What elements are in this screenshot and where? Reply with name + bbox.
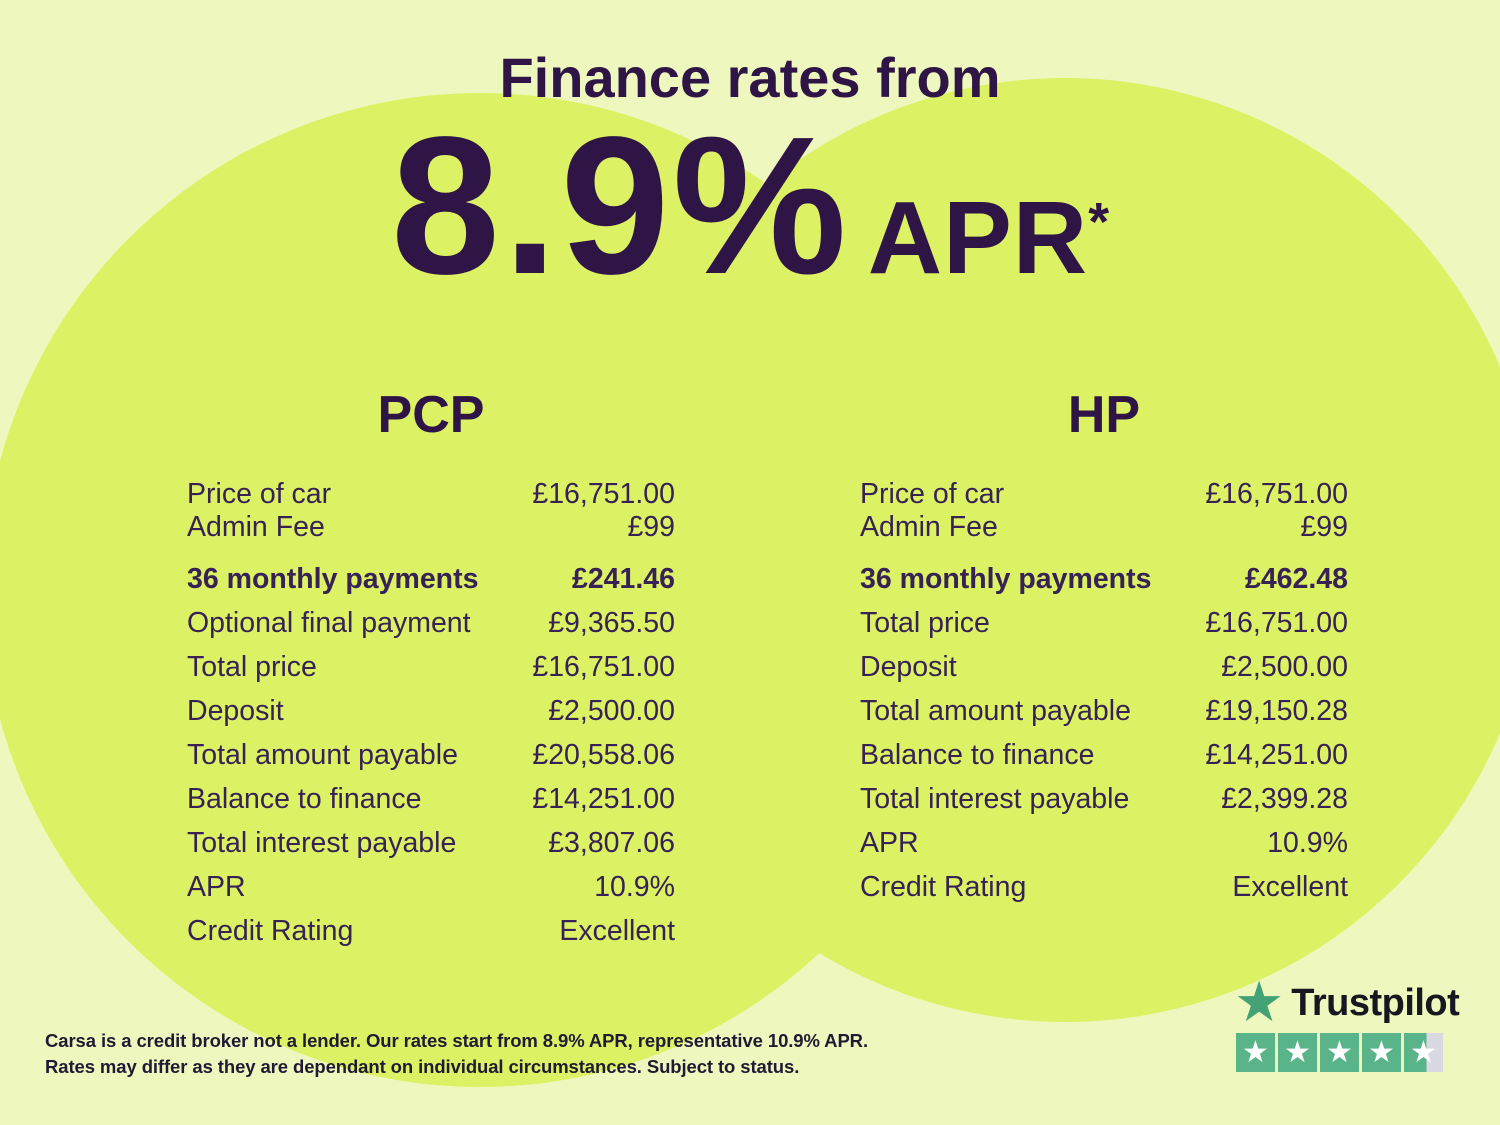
row-label: 36 monthly payments <box>860 562 1152 595</box>
row-value: £99 <box>1300 511 1348 543</box>
trustpilot-star-box: ★ <box>1236 1033 1275 1072</box>
row-value: £2,399.28 <box>1221 782 1348 815</box>
row-label: Balance to finance <box>187 782 422 815</box>
row-value: £3,807.06 <box>548 826 675 859</box>
row-label: Total amount payable <box>187 738 458 771</box>
finance-row: Deposit £2,500.00 <box>860 645 1348 689</box>
row-value: 10.9% <box>1267 826 1348 859</box>
finance-row: Credit Rating Excellent <box>860 865 1348 909</box>
background-circle-right <box>593 78 1500 1022</box>
row-label: Optional final payment <box>187 606 471 639</box>
finance-row: Price of car £16,751.00 <box>860 478 1348 511</box>
hp-finance-table: HP Price of car £16,751.00 Admin Fee £99 36 … <box>860 386 1348 909</box>
trustpilot-star-icon: ★ <box>1234 970 1285 1035</box>
finance-row: Total price £16,751.00 <box>187 645 675 689</box>
row-value: £2,500.00 <box>1221 650 1348 683</box>
row-label: Credit Rating <box>860 870 1027 903</box>
row-label: Total interest payable <box>860 782 1130 815</box>
finance-row: Total interest payable £3,807.06 <box>187 821 675 865</box>
pcp-column-title: PCP <box>377 386 485 444</box>
row-label: 36 monthly payments <box>187 562 479 595</box>
row-value: £16,751.00 <box>532 478 675 510</box>
finance-row: Admin Fee £99 <box>860 511 1348 544</box>
star-icon: ★ <box>1326 1034 1353 1070</box>
row-value: £14,251.00 <box>1205 738 1348 771</box>
row-label: Deposit <box>860 650 957 683</box>
star-icon: ★ <box>1368 1034 1395 1070</box>
trustpilot-star-box: ★ <box>1278 1033 1317 1072</box>
finance-row: 36 monthly payments £241.46 <box>187 557 675 601</box>
row-label: Deposit <box>187 694 284 727</box>
row-value: £9,365.50 <box>548 606 675 639</box>
row-value: £241.46 <box>571 562 675 595</box>
row-value: £19,150.28 <box>1205 694 1348 727</box>
row-label: Price of car <box>860 478 1005 510</box>
row-value: Excellent <box>1232 870 1348 903</box>
finance-row: APR 10.9% <box>860 821 1348 865</box>
row-value: £16,751.00 <box>1205 606 1348 639</box>
row-label: APR <box>187 870 246 903</box>
finance-row: Deposit £2,500.00 <box>187 689 675 733</box>
row-value: £2,500.00 <box>548 694 675 727</box>
hp-rows: Price of car £16,751.00 Admin Fee £99 36 mon… <box>860 478 1348 909</box>
row-label: Credit Rating <box>187 914 354 947</box>
rate-value: 8.9% <box>390 96 850 315</box>
finance-row: Total amount payable £20,558.06 <box>187 733 675 777</box>
row-label: Admin Fee <box>860 511 998 543</box>
row-value: £14,251.00 <box>532 782 675 815</box>
page-title: Finance rates from <box>499 46 1001 109</box>
star-icon: ★ <box>1242 1034 1269 1070</box>
disclaimer-line-2: Rates may differ as they are dependant o… <box>45 1056 800 1077</box>
row-value: Excellent <box>559 914 675 947</box>
pcp-rows: Price of car £16,751.00 Admin Fee £99 36 mon… <box>187 478 675 953</box>
row-label: Admin Fee <box>187 511 325 543</box>
finance-row: Balance to finance £14,251.00 <box>860 733 1348 777</box>
row-label: Balance to finance <box>860 738 1095 771</box>
footnote-asterisk: * <box>1088 192 1110 252</box>
trustpilot-star-box: ★ <box>1404 1033 1443 1072</box>
row-value: £99 <box>627 511 675 543</box>
row-label: Total price <box>860 606 990 639</box>
finance-row: APR 10.9% <box>187 865 675 909</box>
finance-row: Balance to finance £14,251.00 <box>187 777 675 821</box>
row-value: £462.48 <box>1244 562 1348 595</box>
finance-row: Total price £16,751.00 <box>860 601 1348 645</box>
row-label: Total interest payable <box>187 826 457 859</box>
row-label: Total amount payable <box>860 694 1131 727</box>
row-value: £16,751.00 <box>532 650 675 683</box>
row-value: 10.9% <box>594 870 675 903</box>
headline-rate: 8.9% APR* <box>0 108 1500 304</box>
rate-unit-text: APR <box>867 180 1089 295</box>
finance-row: Optional final payment £9,365.50 <box>187 601 675 645</box>
row-label: APR <box>860 826 919 859</box>
finance-row: Price of car £16,751.00 <box>187 478 675 511</box>
finance-row: Total amount payable £19,150.28 <box>860 689 1348 733</box>
star-icon: ★ <box>1410 1034 1437 1070</box>
finance-row: Admin Fee £99 <box>187 511 675 544</box>
star-icon: ★ <box>1284 1034 1311 1070</box>
disclaimer-line-1: Carsa is a credit broker not a lender. O… <box>45 1030 868 1051</box>
row-label: Price of car <box>187 478 332 510</box>
trustpilot-star-box: ★ <box>1320 1033 1359 1072</box>
legal-disclaimer: Carsa is a credit broker not a lender. O… <box>45 1028 868 1080</box>
finance-row: Credit Rating Excellent <box>187 909 675 953</box>
pcp-finance-table: PCP Price of car £16,751.00 Admin Fee £99 36… <box>187 386 675 953</box>
trustpilot-star-box: ★ <box>1362 1033 1401 1072</box>
row-value: £16,751.00 <box>1205 478 1348 510</box>
rate-unit-label: APR* <box>868 186 1109 289</box>
hp-column-title: HP <box>1067 386 1141 444</box>
row-value: £20,558.06 <box>532 738 675 771</box>
finance-row: Total interest payable £2,399.28 <box>860 777 1348 821</box>
trustpilot-wordmark: Trustpilot <box>1291 981 1460 1024</box>
finance-row: 36 monthly payments £462.48 <box>860 557 1348 601</box>
trustpilot-logo: ★ Trustpilot <box>1234 970 1460 1035</box>
row-label: Total price <box>187 650 317 683</box>
trustpilot-rating-stars: ★ ★ ★ ★ ★ <box>1236 1033 1443 1072</box>
